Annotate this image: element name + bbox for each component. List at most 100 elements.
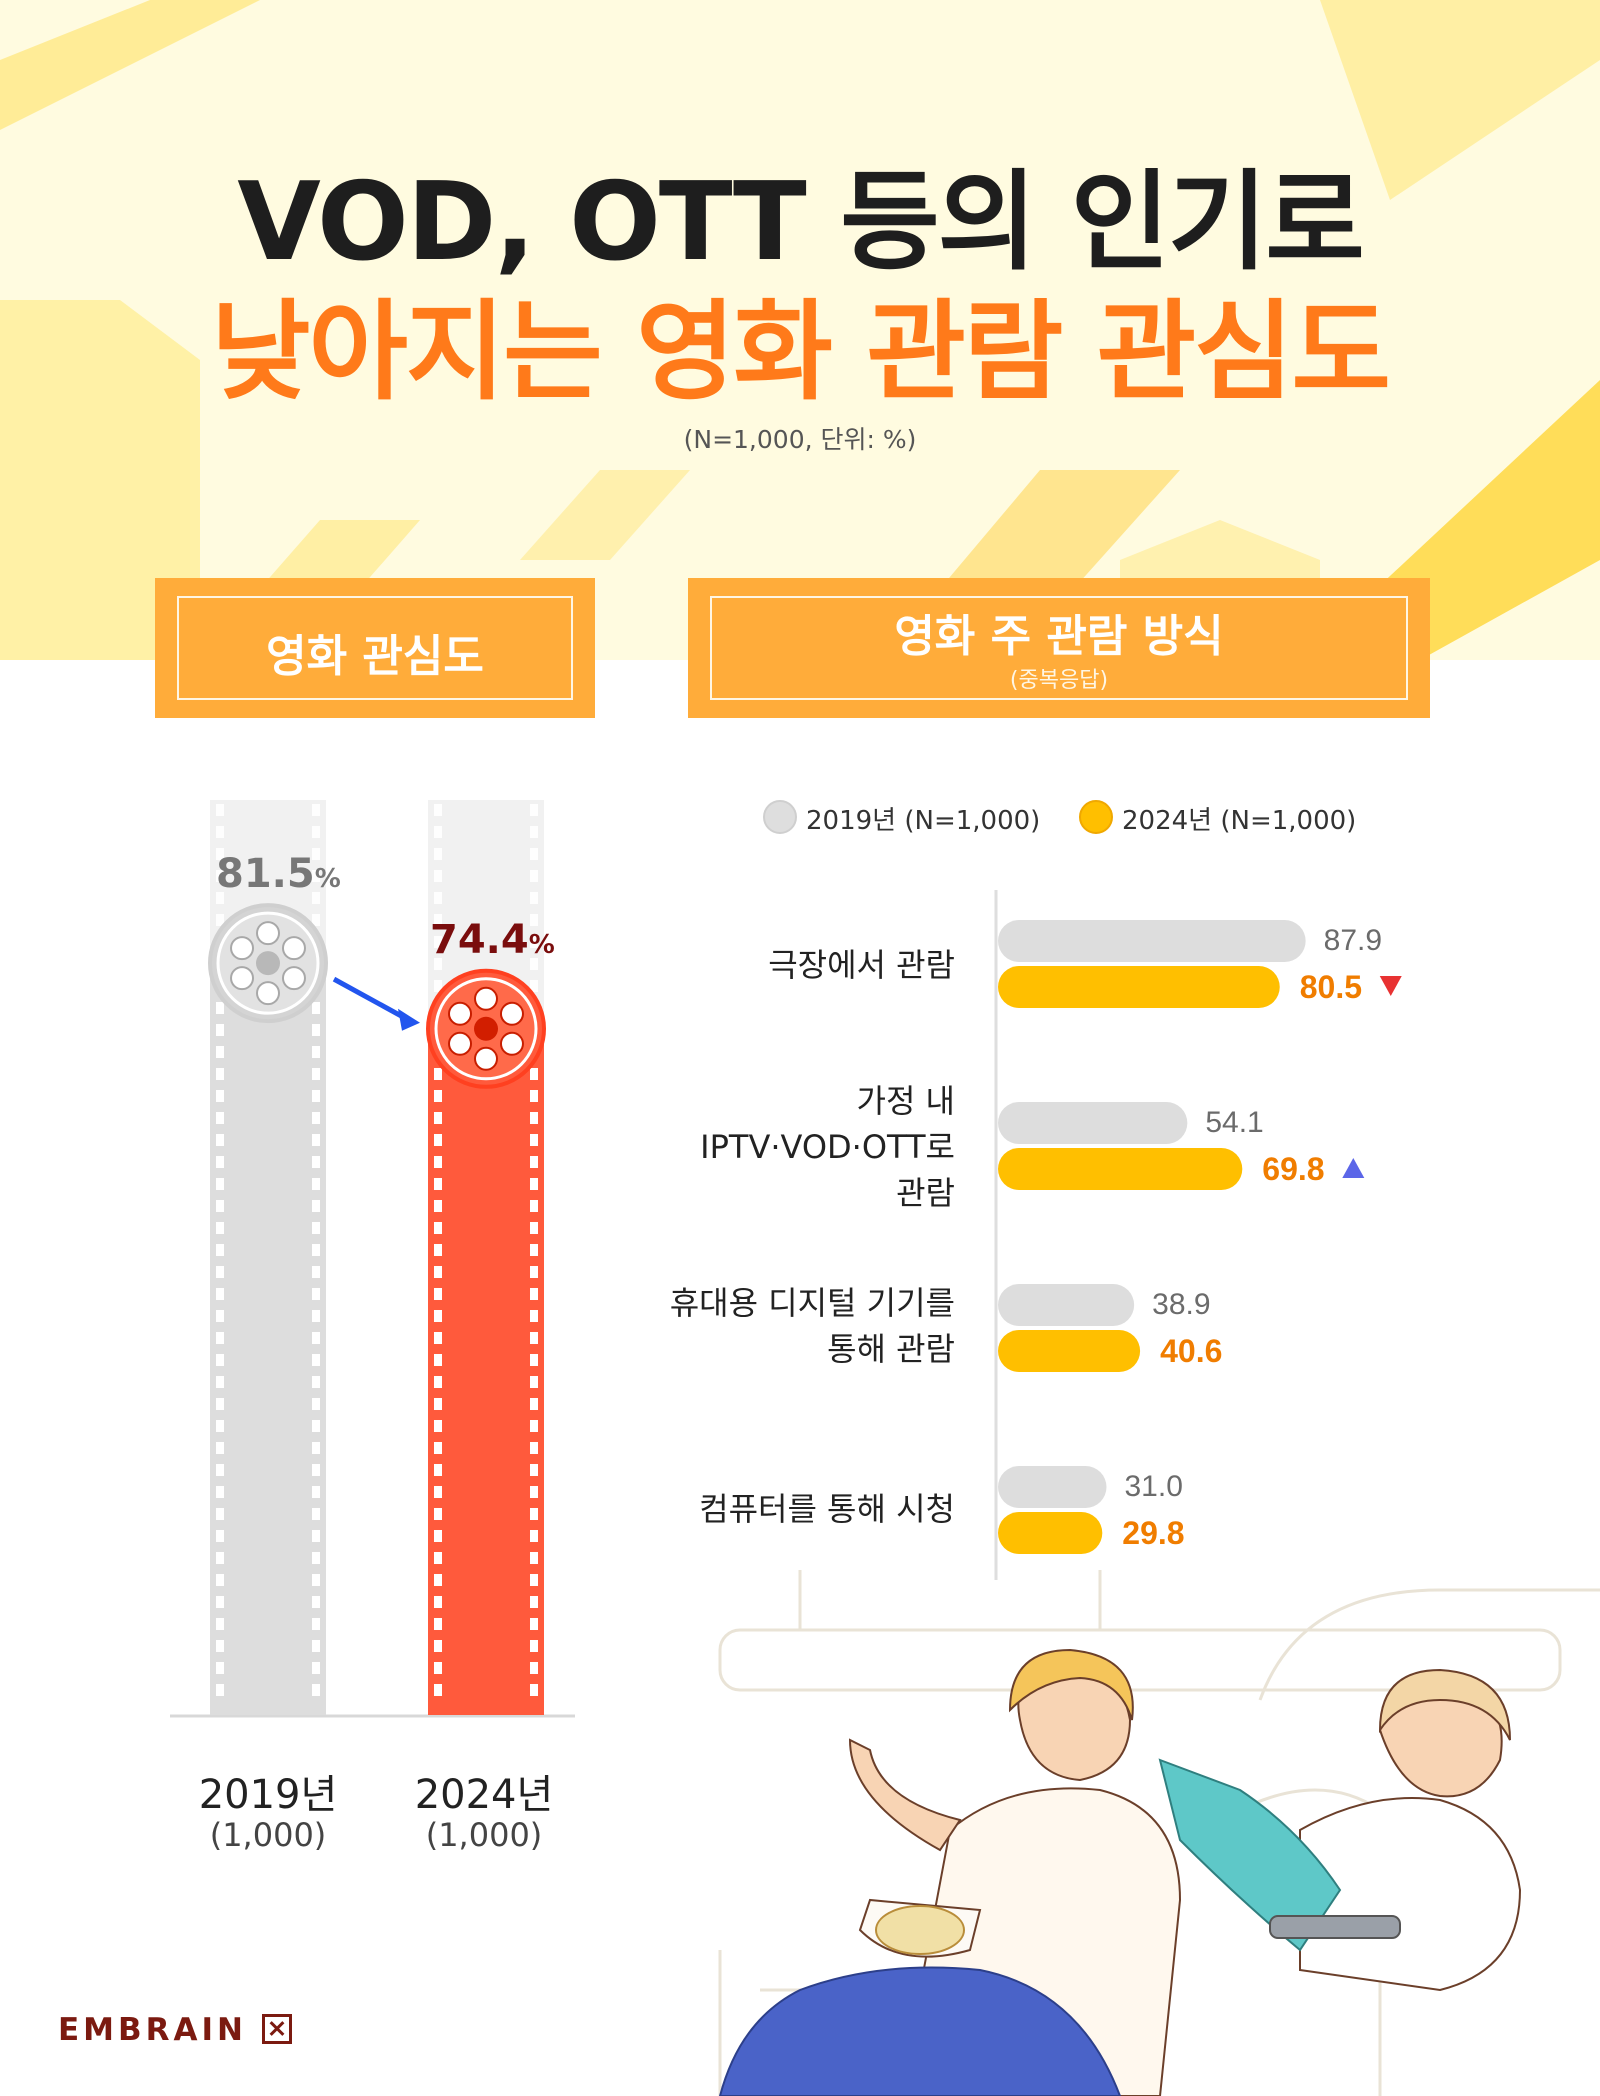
sprocket-hole bbox=[530, 1156, 538, 1168]
sprocket-hole bbox=[216, 1574, 224, 1586]
sprocket-hole bbox=[434, 1288, 442, 1300]
sprocket-hole bbox=[434, 1200, 442, 1212]
sprocket-hole bbox=[530, 1266, 538, 1278]
sprocket-hole bbox=[434, 1222, 442, 1234]
sprocket-hole bbox=[434, 826, 442, 838]
sprocket-hole bbox=[434, 1156, 442, 1168]
sprocket-hole bbox=[530, 1574, 538, 1586]
sprocket-hole bbox=[434, 1574, 442, 1586]
reel-hole bbox=[256, 921, 280, 946]
bar-2019-0 bbox=[998, 920, 1306, 962]
sprocket-hole bbox=[312, 1310, 320, 1322]
sprocket-hole bbox=[530, 1134, 538, 1146]
sprocket-hole bbox=[434, 958, 442, 970]
sprocket-hole bbox=[530, 980, 538, 992]
sprocket-hole bbox=[530, 1486, 538, 1498]
couple-watching-illustration bbox=[718, 1570, 1600, 2096]
sprocket-hole bbox=[312, 1464, 320, 1476]
sprocket-hole bbox=[530, 914, 538, 926]
sprocket-hole bbox=[530, 1310, 538, 1322]
category-label-home-ott: 가정 내 IPTV·VOD·OTT로 관람 bbox=[700, 1082, 955, 1212]
bar-value-2024-0: 80.5 bbox=[1300, 969, 1362, 1005]
sprocket-hole bbox=[434, 1684, 442, 1696]
bar-value-2024-1: 69.8 bbox=[1262, 1151, 1324, 1187]
sprocket-hole bbox=[530, 1222, 538, 1234]
sprocket-hole bbox=[216, 826, 224, 838]
sprocket-hole bbox=[530, 848, 538, 860]
sprocket-hole bbox=[312, 1398, 320, 1410]
sprocket-hole bbox=[216, 1266, 224, 1278]
sprocket-hole bbox=[434, 892, 442, 904]
reel-hole bbox=[448, 1031, 473, 1056]
sprocket-hole bbox=[312, 826, 320, 838]
right-panel-subtitle: (중복응답) bbox=[1009, 668, 1109, 693]
sprocket-hole bbox=[530, 936, 538, 948]
viewing-method-chart: 87.9 80.5 54.1 69.8 38.9 40.6 31.0 29.8 bbox=[994, 890, 1402, 1580]
bar-2024-1 bbox=[998, 1148, 1243, 1190]
sprocket-hole bbox=[312, 1090, 320, 1102]
sprocket-hole bbox=[530, 1354, 538, 1366]
left-panel-header: 영화 관심도 bbox=[155, 578, 595, 718]
sprocket-hole bbox=[216, 1376, 224, 1388]
sprocket-hole bbox=[530, 1332, 538, 1344]
sprocket-hole bbox=[312, 1266, 320, 1278]
sprocket-hole bbox=[312, 892, 320, 904]
value-label-2019: 81.5% bbox=[216, 851, 341, 898]
year-label-2024: 2024년 bbox=[414, 1772, 554, 1818]
bar-value-2019-3: 31.0 bbox=[1125, 1470, 1183, 1503]
sprocket-hole bbox=[434, 1530, 442, 1542]
sprocket-hole bbox=[312, 1530, 320, 1542]
sprocket-hole bbox=[530, 870, 538, 882]
sprocket-hole bbox=[312, 1552, 320, 1564]
sprocket-hole bbox=[434, 1178, 442, 1190]
sprocket-hole bbox=[434, 1464, 442, 1476]
sprocket-hole bbox=[434, 1332, 442, 1344]
sprocket-hole bbox=[216, 1244, 224, 1256]
brand-mark-icon bbox=[261, 2014, 292, 2044]
sprocket-hole bbox=[216, 1486, 224, 1498]
sprocket-hole bbox=[216, 1662, 224, 1674]
sprocket-hole bbox=[312, 1112, 320, 1124]
sprocket-hole bbox=[216, 1068, 224, 1080]
sprocket-hole bbox=[216, 804, 224, 816]
sprocket-hole bbox=[434, 914, 442, 926]
sprocket-hole bbox=[216, 1046, 224, 1058]
sprocket-hole bbox=[434, 1376, 442, 1388]
sprocket-hole bbox=[312, 1288, 320, 1300]
reel-hub bbox=[256, 951, 280, 976]
sprocket-hole bbox=[530, 958, 538, 970]
sprocket-hole bbox=[530, 1530, 538, 1542]
reel-hole bbox=[448, 1001, 473, 1026]
sprocket-hole bbox=[216, 870, 224, 882]
decline-arrow-head bbox=[398, 1008, 420, 1031]
sprocket-hole bbox=[530, 804, 538, 816]
sprocket-hole bbox=[312, 1596, 320, 1608]
left-panel-title: 영화 관심도 bbox=[266, 631, 484, 682]
bar-value-2019-2: 38.9 bbox=[1152, 1288, 1210, 1321]
sprocket-hole bbox=[216, 848, 224, 860]
sprocket-hole bbox=[530, 1464, 538, 1476]
sprocket-hole bbox=[216, 1332, 224, 1344]
bar-value-2019-1: 54.1 bbox=[1205, 1106, 1263, 1139]
sample-size-2019: (1,000) bbox=[209, 1816, 327, 1854]
sprocket-hole bbox=[312, 1684, 320, 1696]
sprocket-hole bbox=[312, 1486, 320, 1498]
decline-arrow-line bbox=[332, 976, 412, 1023]
film-strip-bar-2019년 bbox=[210, 961, 326, 1715]
reel-hole bbox=[230, 936, 255, 961]
sprocket-hole bbox=[434, 1134, 442, 1146]
right-panel-header: 영화 주 관람 방식 (중복응답) bbox=[688, 578, 1430, 718]
sprocket-hole bbox=[530, 1618, 538, 1630]
reel-hub bbox=[474, 1016, 498, 1041]
sprocket-hole bbox=[312, 1046, 320, 1058]
sprocket-hole bbox=[216, 1618, 224, 1630]
reel-hole bbox=[474, 1046, 498, 1071]
sprocket-hole bbox=[434, 1552, 442, 1564]
sprocket-hole bbox=[434, 1486, 442, 1498]
sprocket-hole bbox=[312, 1178, 320, 1190]
reel-hole bbox=[474, 986, 498, 1011]
bar-2019-1 bbox=[998, 1102, 1188, 1144]
sprocket-hole bbox=[530, 1442, 538, 1454]
sprocket-hole bbox=[312, 1024, 320, 1036]
